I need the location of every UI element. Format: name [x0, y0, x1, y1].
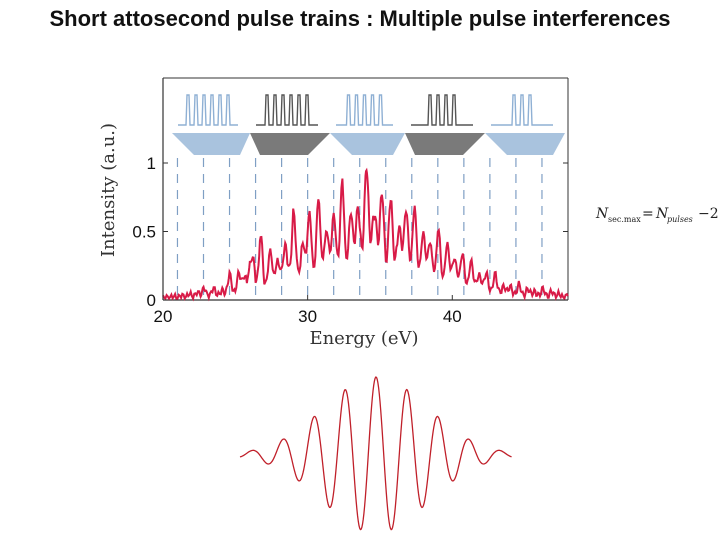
- pulse-trains: [178, 94, 553, 126]
- spectrum-plot: 20 30 40 00.51 Energy (eV) Intensity (a.u.…: [98, 77, 569, 349]
- pulse-train-gray-group-2: [411, 94, 473, 126]
- x-tick-label: 30: [298, 307, 317, 326]
- formula-lhs-sub: sec.max: [608, 215, 641, 224]
- slide-title: Short attosecond pulse trains : Multiple…: [49, 6, 671, 31]
- formula-eq: =: [642, 206, 654, 222]
- band-gray-group-2: [405, 133, 485, 155]
- y-tick-label: 1: [147, 154, 156, 173]
- pulse-train-blue-group-1: [178, 94, 238, 126]
- formula-rhs-sub: pulses: [667, 215, 693, 224]
- y-axis-label: Intensity (a.u.): [98, 123, 119, 257]
- spectrum-line: [162, 167, 569, 302]
- pulse-train-bands: [172, 133, 565, 155]
- x-ticks: 20 30 40: [154, 295, 462, 326]
- pulse-train-blue-group-2: [336, 94, 393, 126]
- pulse-train-gray-group-1: [256, 94, 318, 126]
- y-tick-label: 0.5: [132, 223, 156, 242]
- x-tick-label: 40: [443, 307, 462, 326]
- y-tick-label: 0: [147, 291, 156, 310]
- x-axis-label: Energy (eV): [309, 328, 418, 349]
- band-gray-group-1: [250, 133, 330, 155]
- band-blue-group-3: [485, 133, 565, 155]
- band-edge: [172, 133, 250, 155]
- formula: N sec.max = N pulses −2: [595, 206, 719, 224]
- band-blue-group-2: [330, 133, 405, 155]
- x-tick-label: 20: [154, 307, 173, 326]
- formula-tail: −2: [698, 206, 719, 222]
- pulse-train-blue-group-3: [491, 94, 553, 126]
- attosecond-waveform: [239, 376, 512, 531]
- y-ticks: 00.51: [132, 154, 568, 310]
- formula-lhs: N: [595, 206, 609, 222]
- formula-rhs: N: [655, 206, 669, 222]
